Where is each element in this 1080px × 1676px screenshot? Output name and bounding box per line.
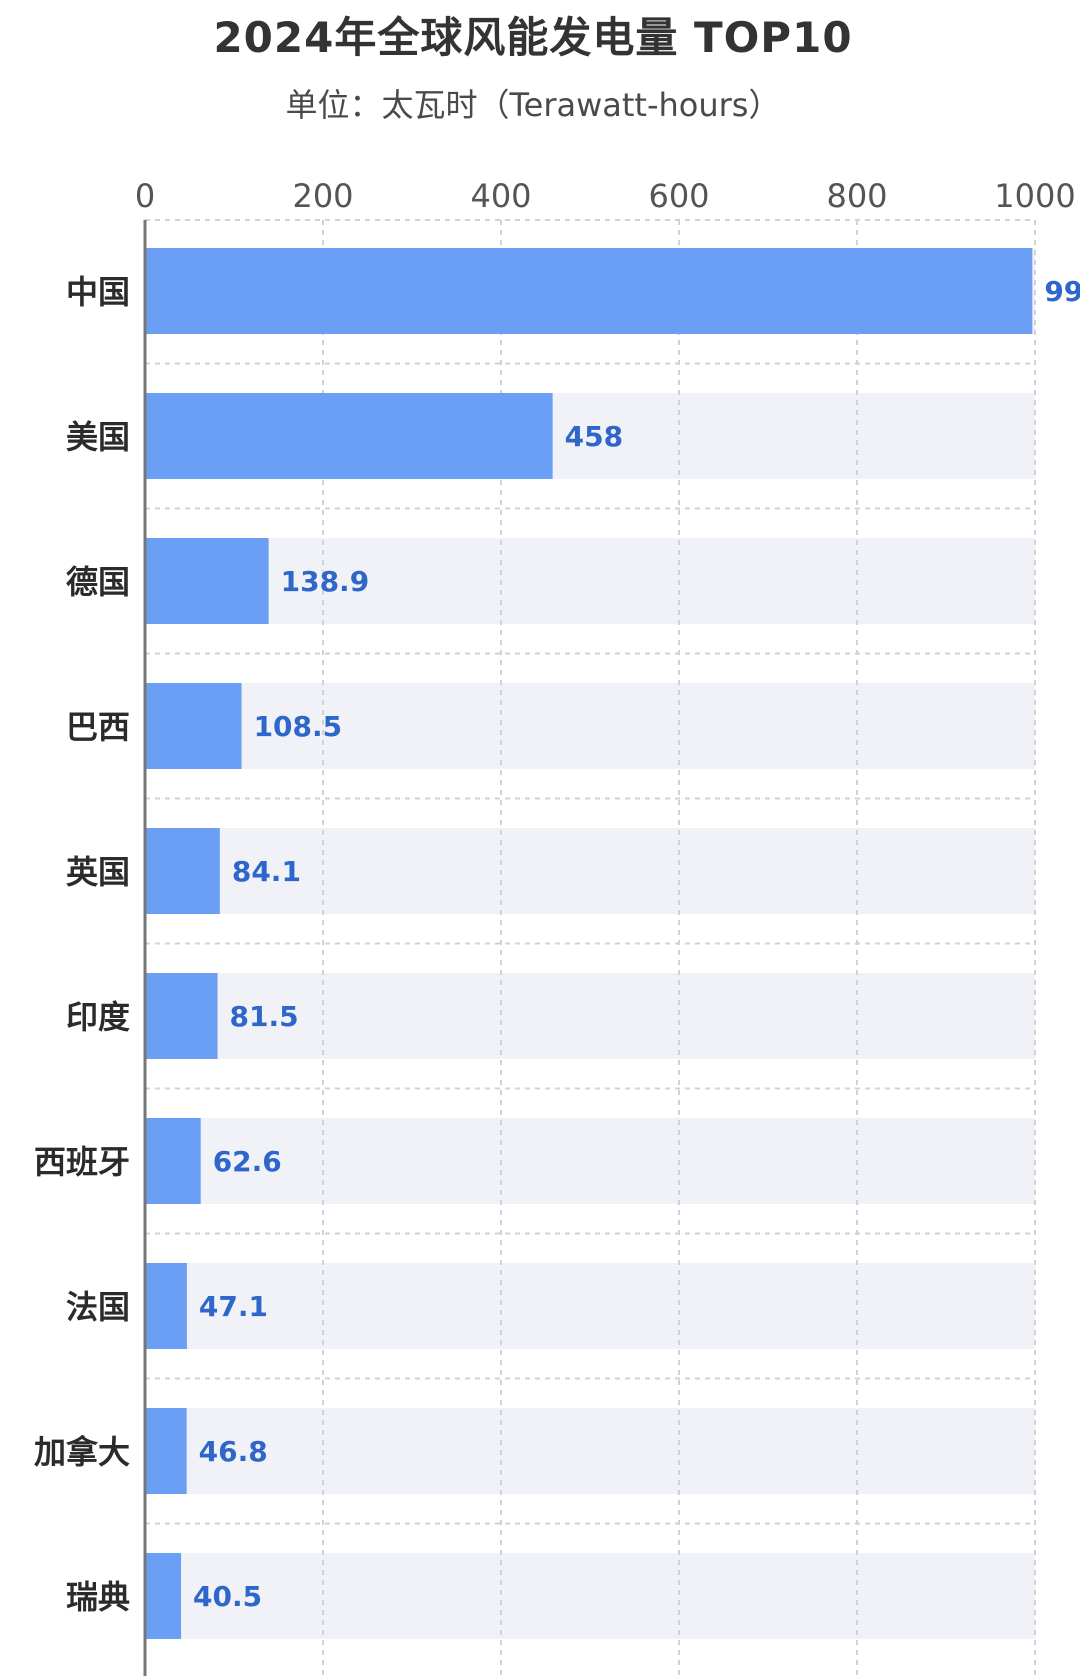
- bar: [145, 1553, 182, 1639]
- x-tick-label: 600: [648, 177, 709, 215]
- category-label: 美国: [66, 418, 130, 456]
- value-label: 997: [1044, 275, 1080, 308]
- bar: [145, 538, 269, 624]
- value-label: 62.6: [213, 1145, 282, 1178]
- bar-track: [145, 828, 1035, 914]
- category-label: 印度: [66, 998, 130, 1036]
- x-tick-labels: 0 200 400 600 800 1000: [135, 177, 1076, 215]
- bar: [145, 683, 242, 769]
- value-label: 138.9: [281, 565, 370, 598]
- category-label: 巴西: [66, 708, 130, 746]
- value-label: 84.1: [232, 855, 301, 888]
- category-label: 加拿大: [34, 1433, 130, 1471]
- value-label: 458: [565, 420, 623, 453]
- value-label: 46.8: [199, 1435, 268, 1468]
- x-tick-label: 0: [135, 177, 155, 215]
- bar-track: [145, 1408, 1035, 1494]
- x-tick-label: 800: [826, 177, 887, 215]
- bar-track: [145, 1118, 1035, 1204]
- bar-track: [145, 1263, 1035, 1349]
- value-label: 40.5: [193, 1580, 262, 1613]
- x-tick-label: 1000: [994, 177, 1075, 215]
- category-label: 法国: [66, 1288, 130, 1326]
- category-label: 中国: [66, 273, 130, 311]
- value-label: 47.1: [199, 1290, 268, 1323]
- value-label: 108.5: [254, 710, 343, 743]
- grid-lines: [145, 219, 1036, 1676]
- x-tick-label: 400: [470, 177, 531, 215]
- chart-title: 2024年全球风能发电量 TOP10: [213, 13, 853, 62]
- bar: [145, 828, 220, 914]
- bar-track: [145, 538, 1035, 624]
- category-label: 瑞典: [66, 1578, 130, 1616]
- bar-track: [145, 683, 1035, 769]
- bar: [145, 973, 218, 1059]
- value-label: 81.5: [230, 1000, 299, 1033]
- x-tick-label: 200: [292, 177, 353, 215]
- category-label: 西班牙: [34, 1143, 130, 1181]
- category-label: 英国: [66, 853, 130, 891]
- bars: [145, 248, 1033, 1639]
- bar: [145, 1263, 187, 1349]
- chart-subtitle: 单位：太瓦时（Terawatt-hours）: [285, 86, 781, 124]
- category-label: 德国: [66, 563, 130, 601]
- value-labels: 997 458 138.9 108.5 84.1 81.5 62.6 47.1 46.8 40.5: [193, 275, 1080, 1613]
- bar-track: [145, 1553, 1035, 1639]
- bar: [145, 393, 553, 479]
- bar-tracks: [145, 248, 1035, 1639]
- bar: [145, 1118, 201, 1204]
- bar: [145, 248, 1033, 334]
- bar: [145, 1408, 187, 1494]
- bar-track: [145, 973, 1035, 1059]
